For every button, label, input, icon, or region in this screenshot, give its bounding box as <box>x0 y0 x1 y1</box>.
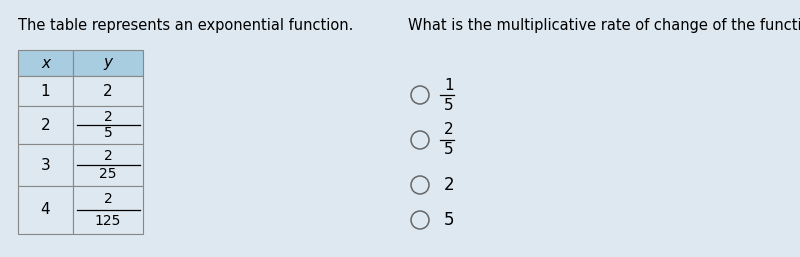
Bar <box>73 106 143 144</box>
Bar <box>73 50 143 76</box>
Text: 5: 5 <box>444 211 454 229</box>
Text: 125: 125 <box>95 214 121 227</box>
Bar <box>73 144 143 186</box>
Text: 2: 2 <box>104 110 112 124</box>
Text: x: x <box>41 56 50 70</box>
Text: 25: 25 <box>99 167 117 181</box>
Bar <box>18 186 73 234</box>
Bar <box>18 76 73 106</box>
Text: 5: 5 <box>444 97 454 113</box>
Text: 5: 5 <box>104 126 112 140</box>
Text: 2: 2 <box>41 117 50 133</box>
Text: What is the multiplicative rate of change of the function?: What is the multiplicative rate of chang… <box>408 18 800 33</box>
Text: 5: 5 <box>444 142 454 158</box>
Text: 4: 4 <box>41 203 50 217</box>
Bar <box>73 186 143 234</box>
Text: 2: 2 <box>103 84 113 98</box>
Text: 2: 2 <box>104 149 112 163</box>
Bar <box>18 106 73 144</box>
Text: 2: 2 <box>444 176 454 194</box>
Text: The table represents an exponential function.: The table represents an exponential func… <box>18 18 354 33</box>
Text: 1: 1 <box>444 78 454 93</box>
Text: y: y <box>103 56 113 70</box>
Bar <box>18 144 73 186</box>
Text: 1: 1 <box>41 84 50 98</box>
Text: 3: 3 <box>41 158 50 172</box>
Text: 2: 2 <box>444 123 454 137</box>
Bar <box>18 50 73 76</box>
Bar <box>73 76 143 106</box>
Text: 2: 2 <box>104 192 112 206</box>
